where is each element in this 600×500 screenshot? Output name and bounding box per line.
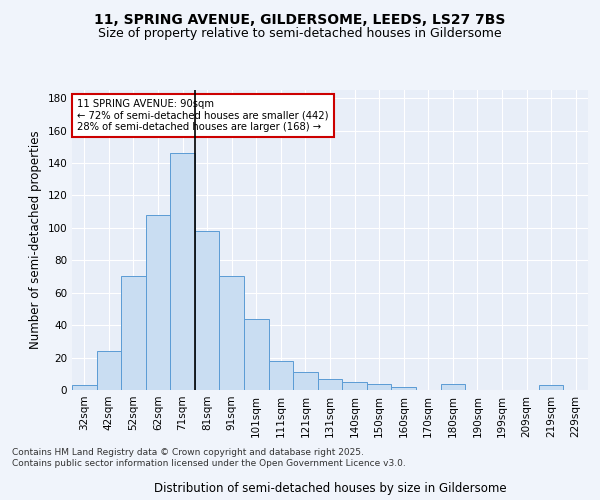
Bar <box>220 276 244 390</box>
Text: Size of property relative to semi-detached houses in Gildersome: Size of property relative to semi-detach… <box>98 28 502 40</box>
Bar <box>539 385 563 390</box>
Text: 11, SPRING AVENUE, GILDERSOME, LEEDS, LS27 7BS: 11, SPRING AVENUE, GILDERSOME, LEEDS, LS… <box>94 12 506 26</box>
Bar <box>318 378 342 390</box>
Bar <box>170 153 195 390</box>
Text: Contains HM Land Registry data © Crown copyright and database right 2025.
Contai: Contains HM Land Registry data © Crown c… <box>12 448 406 468</box>
Bar <box>367 384 391 390</box>
Bar <box>440 384 465 390</box>
Bar <box>195 231 220 390</box>
Bar <box>269 361 293 390</box>
Text: 11 SPRING AVENUE: 90sqm
← 72% of semi-detached houses are smaller (442)
28% of s: 11 SPRING AVENUE: 90sqm ← 72% of semi-de… <box>77 99 329 132</box>
Y-axis label: Number of semi-detached properties: Number of semi-detached properties <box>29 130 42 350</box>
Bar <box>293 372 318 390</box>
Text: Distribution of semi-detached houses by size in Gildersome: Distribution of semi-detached houses by … <box>154 482 506 495</box>
Bar <box>146 215 170 390</box>
Bar <box>342 382 367 390</box>
Bar <box>72 385 97 390</box>
Bar <box>391 387 416 390</box>
Bar <box>97 351 121 390</box>
Bar <box>121 276 146 390</box>
Bar <box>244 318 269 390</box>
